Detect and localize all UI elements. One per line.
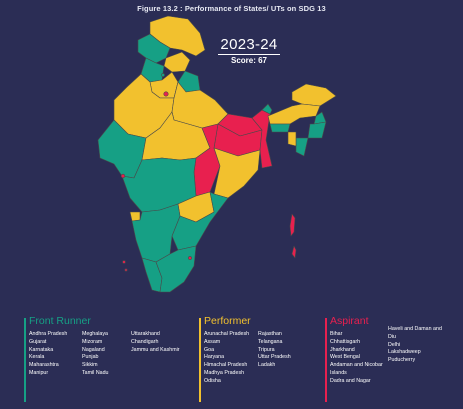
region-mizoram — [295, 137, 309, 157]
state-item: Bihar — [330, 331, 343, 337]
state-item: Tamil Nadu — [82, 369, 109, 376]
state-item: Maharashtra — [29, 362, 59, 369]
state-item: Arunachal Pradesh — [204, 331, 250, 337]
region-himachal-pradesh — [163, 51, 191, 73]
performer-bar — [199, 318, 201, 402]
figure-title: Figure 13.2 : Performance of States/ UTs… — [137, 4, 326, 13]
region-delhi — [163, 91, 169, 97]
region-meghalaya — [269, 123, 291, 133]
state-item: Chhattisgarh — [330, 338, 361, 345]
state-item: Tripura — [258, 346, 275, 353]
state-item: Dadra and Nagar — [330, 377, 371, 384]
state-item: Sikkim — [82, 362, 98, 369]
state-item: Nagaland — [82, 346, 105, 353]
state-item: Haryana — [204, 354, 225, 361]
front-runner-bar — [24, 318, 26, 402]
year-label: 2023-24 — [218, 36, 280, 55]
region-lakshadweep — [122, 260, 126, 264]
performer-col-2: Rajasthan Telangana Tripura Uttar Prades… — [258, 331, 291, 370]
region-karnataka — [131, 203, 181, 263]
state-item: Andhra Pradesh — [29, 331, 68, 337]
performer-legend: Performer — [204, 315, 251, 327]
state-item: Chandigarh — [131, 338, 159, 345]
state-item: Rajasthan — [258, 331, 282, 337]
region-andaman-nicobar — [289, 213, 297, 259]
aspirant-title: Aspirant — [330, 315, 369, 327]
region-goa — [129, 211, 141, 222]
aspirant-bar — [325, 318, 327, 402]
state-item: Goa — [204, 346, 215, 353]
state-item: Ladakh — [258, 362, 276, 369]
state-item: West Bengal — [330, 354, 360, 361]
state-item: Odisha — [204, 377, 221, 384]
aspirant-col-2: Haveli and Daman and Diu Delhi Lakshadwe… — [388, 326, 448, 365]
region-arunachal-pradesh — [291, 83, 337, 107]
state-item: Assam — [204, 338, 221, 345]
region-assam — [267, 103, 321, 125]
state-item: Punjab — [82, 354, 99, 361]
state-item: Himachal Pradesh — [204, 362, 248, 369]
state-item: Haveli and Daman and Diu — [388, 326, 442, 340]
front-runner-title: Front Runner — [29, 315, 91, 327]
performer-title: Performer — [204, 315, 251, 327]
state-item: Telangana — [258, 338, 283, 345]
front-runner-col-1: Andhra Pradesh Gujarat Karnataka Kerala … — [29, 331, 67, 378]
state-item: Manipur — [29, 369, 49, 376]
state-item: Mizoram — [82, 338, 103, 345]
state-item: Karnataka — [29, 346, 54, 353]
aspirant-col-1: Bihar Chhattisgarh Jharkhand West Bengal… — [330, 331, 390, 386]
state-item: Andaman and Nicobar Islands — [330, 362, 383, 376]
aspirant-legend: Aspirant — [330, 315, 369, 327]
state-item: Jammu and Kashmir — [131, 346, 180, 353]
front-runner-col-2: Meghalaya Mizoram Nagaland Punjab Sikkim… — [82, 331, 109, 378]
front-runner-col-3: Uttarakhand Chandigarh Jammu and Kashmir — [131, 331, 180, 354]
state-item: Meghalaya — [82, 331, 108, 337]
score-label: Score: 67 — [230, 56, 268, 65]
front-runner-legend: Front Runner — [29, 315, 91, 327]
region-chandigarh — [161, 73, 165, 77]
state-item: Jharkhand — [330, 346, 355, 353]
state-item: Uttar Pradesh — [258, 354, 291, 361]
state-item: Uttarakhand — [131, 331, 160, 337]
state-item: Kerala — [29, 354, 45, 361]
region-manipur — [307, 121, 327, 139]
region-dnhdd — [120, 173, 126, 179]
state-item: Delhi — [388, 341, 401, 348]
region-odisha — [213, 147, 261, 199]
state-item: Madhya Pradesh — [204, 369, 245, 376]
region-lakshadweep-2 — [124, 268, 128, 272]
performer-col-1: Arunachal Pradesh Assam Goa Haryana Hima… — [204, 331, 249, 386]
region-puducherry — [188, 256, 192, 260]
region-tamil-nadu — [155, 245, 197, 293]
region-tripura — [287, 131, 297, 147]
state-item: Puducherry — [388, 357, 416, 364]
year-score-box: 2023-24 Score: 67 — [216, 36, 282, 65]
region-sikkim — [261, 103, 273, 115]
state-item: Gujarat — [29, 338, 47, 345]
state-item: Lakshadweep — [388, 349, 421, 356]
